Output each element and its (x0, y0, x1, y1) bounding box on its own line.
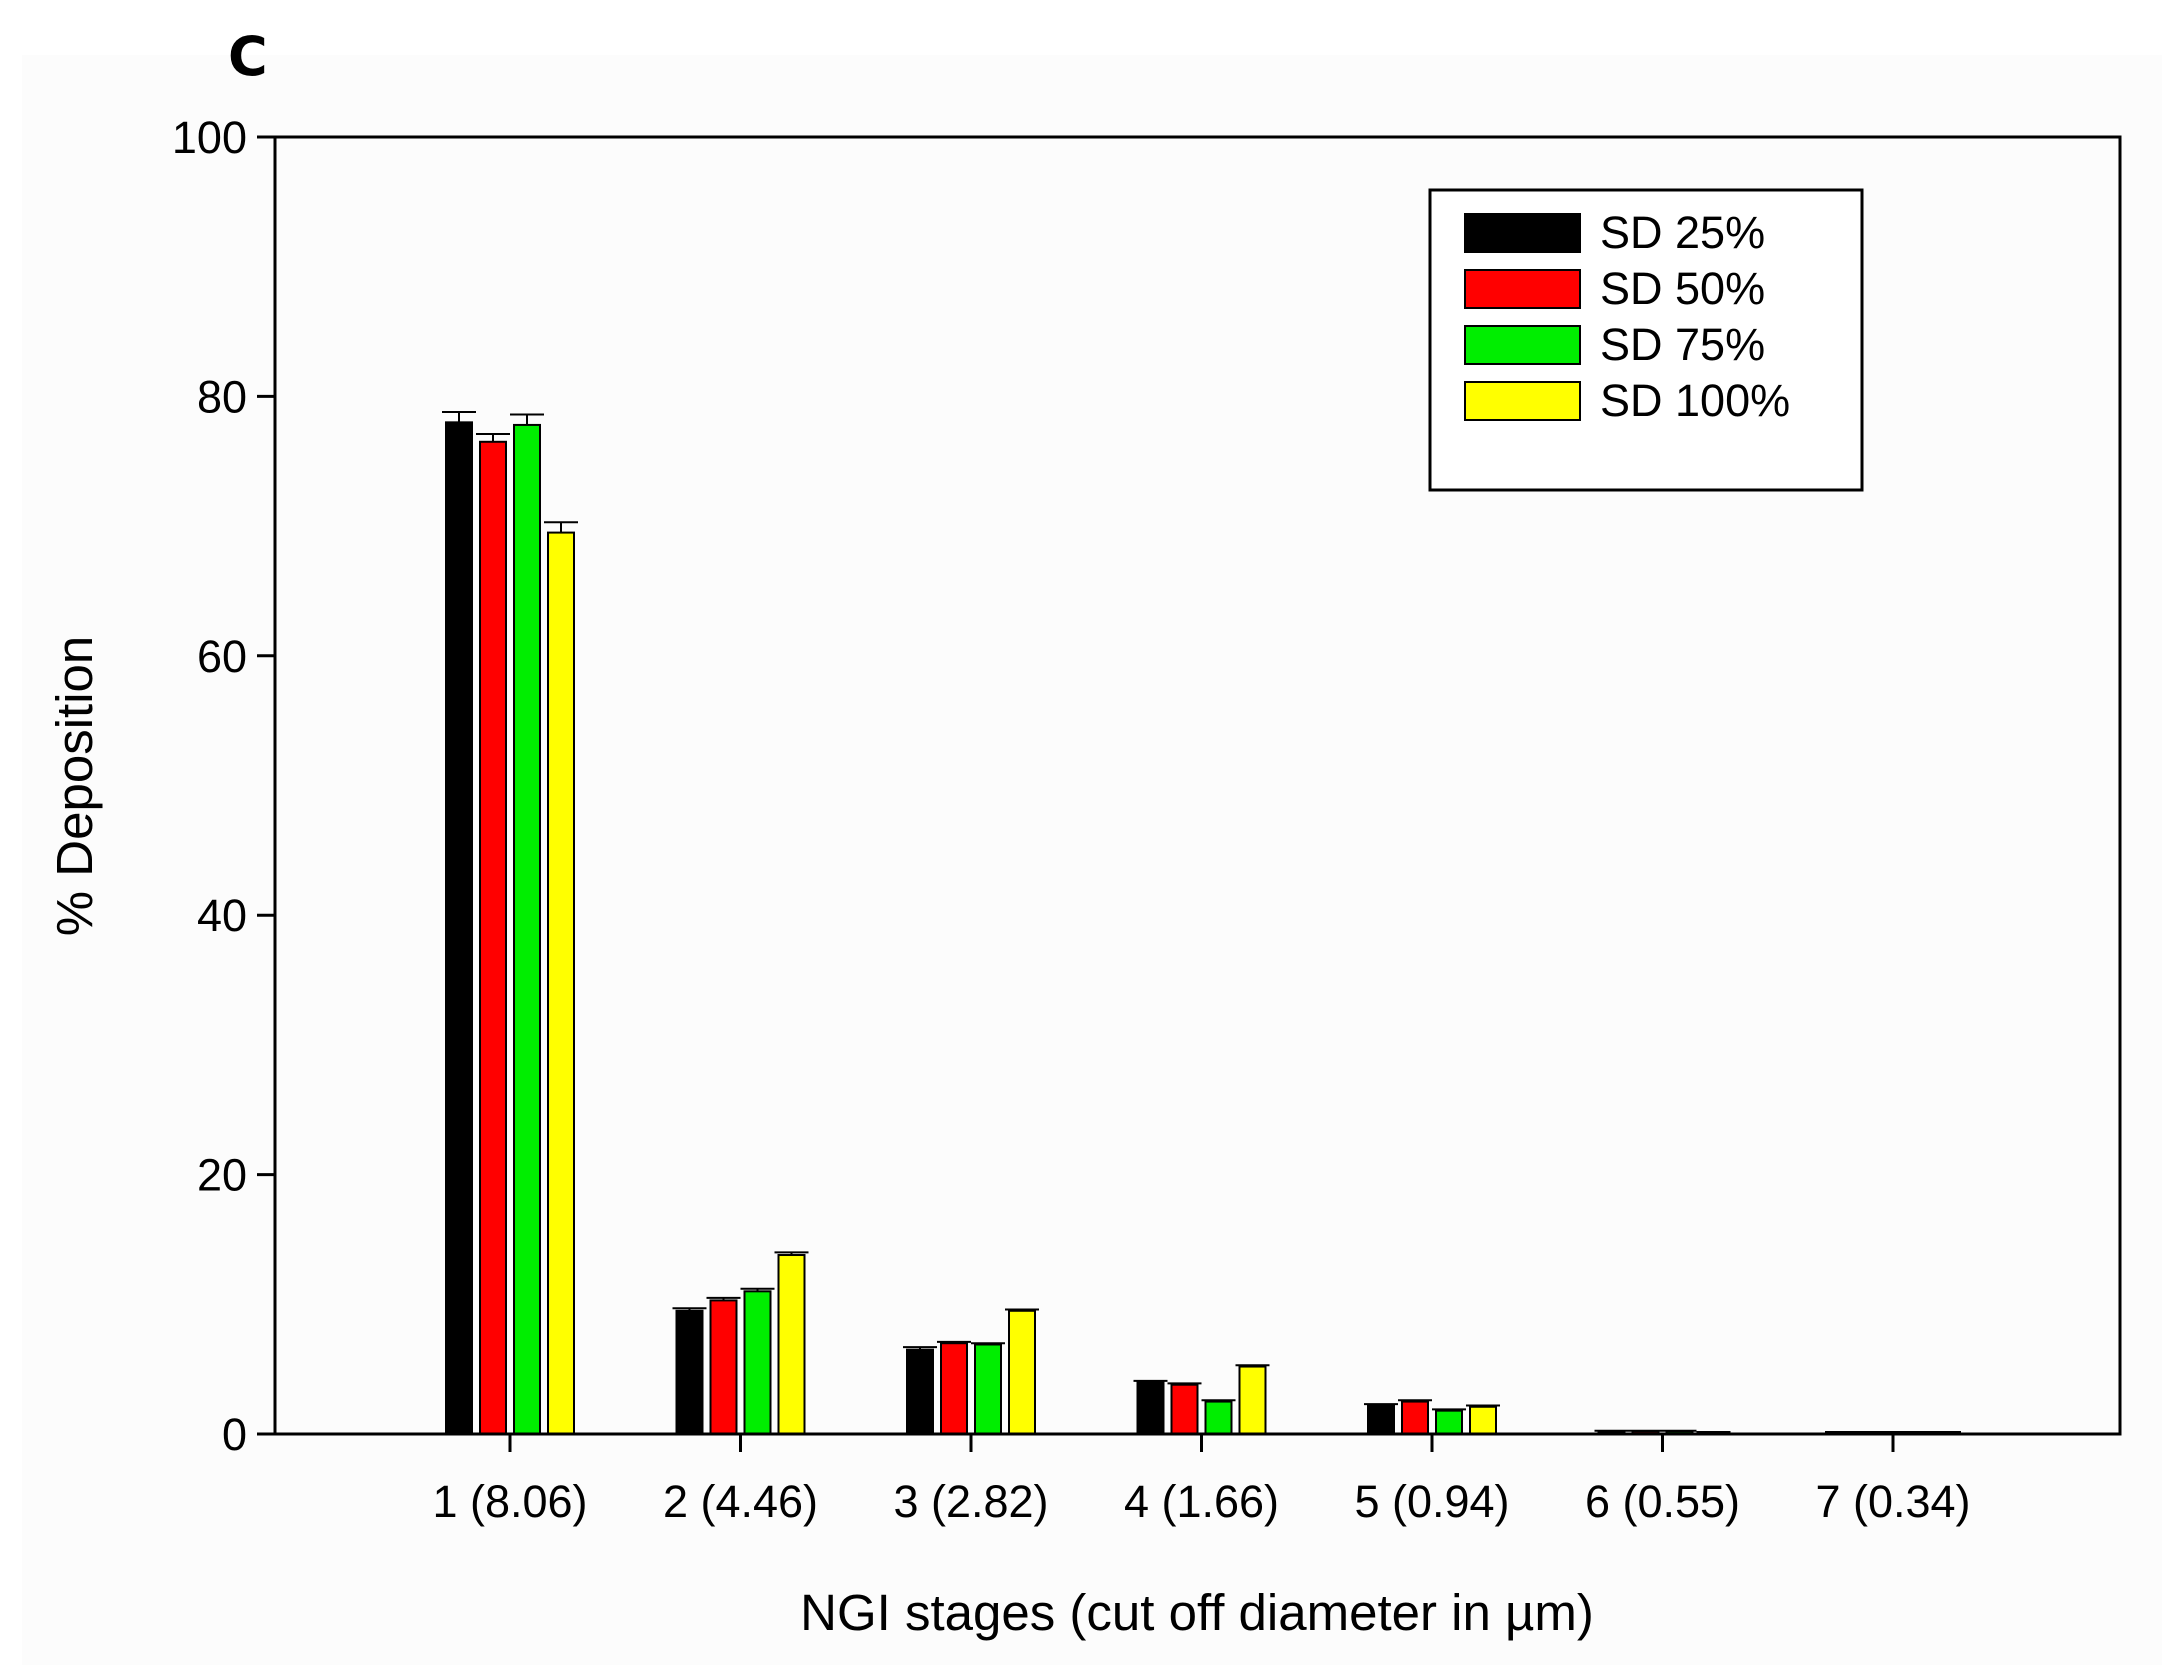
bar (513, 423, 541, 1435)
bar (1367, 1404, 1395, 1435)
x-tick-label: 2 (4.46) (663, 1476, 818, 1527)
x-axis: 1 (8.06) 2 (4.46) 3 (2.82) 4 (1.66) 5 (0.94)… (432, 1434, 1971, 1527)
bar (974, 1343, 1002, 1435)
bar (777, 1254, 806, 1436)
plot-frame (273, 135, 2122, 1436)
x-tick-label: 5 (0.94) (1354, 1476, 1509, 1527)
bar (1136, 1381, 1165, 1435)
legend-label: SD 50% (1600, 263, 1765, 314)
bar (479, 440, 507, 1436)
bar (675, 1309, 704, 1436)
bar (1170, 1383, 1199, 1435)
y-tick-label: 60 (197, 631, 247, 682)
bar (445, 421, 473, 1435)
x-tick-label: 4 (1.66) (1124, 1476, 1279, 1527)
x-tick-label: 6 (0.55) (1585, 1476, 1740, 1527)
y-tick-label: 80 (197, 371, 247, 422)
bar (743, 1290, 772, 1435)
bar (547, 531, 575, 1435)
legend-label: SD 100% (1600, 375, 1790, 426)
bar (1238, 1365, 1267, 1436)
y-tick-label: 0 (222, 1409, 247, 1460)
bar (906, 1348, 934, 1435)
panel-label: C (228, 25, 268, 88)
legend-label: SD 75% (1600, 319, 1765, 370)
x-tick-label: 3 (2.82) (893, 1476, 1048, 1527)
y-axis: 0 20 40 60 80 100 (172, 112, 275, 1460)
y-tick-label: 20 (197, 1150, 247, 1201)
y-tick-label: 100 (172, 112, 247, 163)
legend-label: SD 25% (1600, 207, 1765, 258)
bar (709, 1299, 738, 1436)
x-tick-label: 1 (8.06) (432, 1476, 587, 1527)
y-tick-label: 40 (197, 890, 247, 941)
bar (1008, 1309, 1036, 1436)
legend: SD 25%SD 50%SD 75%SD 100% (1428, 188, 1864, 492)
bar (940, 1342, 968, 1435)
x-axis-title: NGI stages (cut off diameter in µm) (800, 1584, 1594, 1641)
bar (1401, 1400, 1429, 1435)
legend-swatch (1464, 213, 1581, 253)
y-axis-title: % Deposition (46, 636, 103, 937)
bar (1435, 1409, 1463, 1436)
legend-swatch (1464, 381, 1581, 421)
bar (1204, 1400, 1233, 1435)
bar (1469, 1405, 1497, 1435)
legend-swatch (1464, 325, 1581, 365)
x-tick-label: 7 (0.34) (1815, 1476, 1970, 1527)
legend-swatch (1464, 269, 1581, 309)
